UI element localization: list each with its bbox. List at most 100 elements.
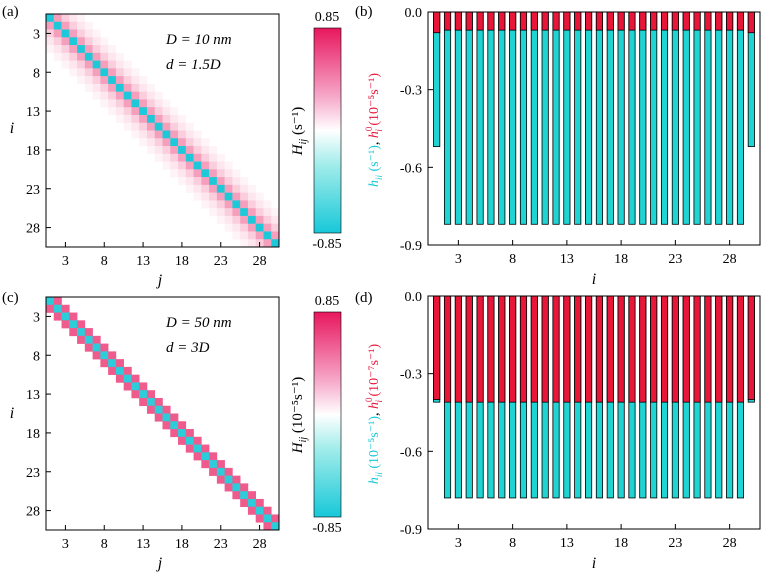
bar-chart-b-bar-hi0-23 xyxy=(671,11,679,31)
bar-chart-d-xtick-label-28: 28 xyxy=(723,536,737,551)
heatmap-a-cell-10-8 xyxy=(100,83,109,92)
heatmap-c-cell-27-27 xyxy=(247,498,256,507)
heatmap-c-xlabel: j xyxy=(156,555,163,572)
heatmap-c-cell-24-23 xyxy=(216,475,225,484)
heatmap-a-cell-23-20 xyxy=(193,184,202,193)
bar-chart-b-bar-hi0-10 xyxy=(530,11,538,31)
bar-chart-b-bar-hii-8 xyxy=(509,11,517,225)
heatmap-a-cell-10-6 xyxy=(84,83,93,92)
bar-chart-b-bar-hii-6 xyxy=(487,11,495,225)
bar-chart-b-bar-hi0-18 xyxy=(617,11,625,31)
bar-chart-b-ytick-label-3: -0.9 xyxy=(400,239,422,254)
heatmap-a-cell-19-19 xyxy=(185,153,194,162)
heatmap-a-cell-25-28 xyxy=(255,200,264,209)
heatmap-a-cell-26-22 xyxy=(209,208,218,217)
heatmap-c-cell-9-10 xyxy=(115,359,124,368)
heatmap-a-cell-3-5 xyxy=(77,29,86,38)
bar-chart-b-bar-hi0-25 xyxy=(693,11,701,31)
heatmap-a-cell-23-24 xyxy=(224,184,233,193)
heatmap-c-cell-8-9 xyxy=(108,351,117,360)
heatmap-a-cell-21-21 xyxy=(201,169,210,178)
heatmap-a-cell-15-19 xyxy=(185,122,194,131)
heatmap-c-cell-12-12 xyxy=(131,382,140,391)
colorbar-a: 0.85 -0.85 Hij (s⁻¹) xyxy=(290,10,342,252)
bar-chart-b-bar-hi0-21 xyxy=(650,11,658,31)
heatmap-a-cell-7-5 xyxy=(77,60,86,69)
bar-chart-b-bar-hii-22 xyxy=(660,11,669,225)
bar-chart-b-bar-hi0-17 xyxy=(606,11,614,31)
heatmap-a-cell-28-28 xyxy=(255,223,264,232)
heatmap-a-cell-11-9 xyxy=(108,91,117,100)
heatmap-a-cell-17-21 xyxy=(201,138,210,147)
bar-chart-d-bar-hi0-7 xyxy=(498,295,506,403)
heatmap-a-cell-22-20 xyxy=(193,177,202,186)
heatmap-a-cell-10-13 xyxy=(139,83,148,92)
colorbar-c-max: 0.85 xyxy=(315,294,340,309)
heatmap-c-cell-18-18 xyxy=(178,429,187,438)
bar-chart-b-bar-hi0-12 xyxy=(552,11,560,31)
heatmap-c-cell-22-21 xyxy=(201,460,210,469)
bar-chart-d-ticks: 3 8 13 18 23 28 0.0 -0.3 -0.6 -0.9 xyxy=(400,290,737,551)
heatmap-a-cell-17-18 xyxy=(178,138,187,147)
heatmap-c-cell-16-15 xyxy=(154,413,163,422)
heatmap-c-cell-7-8 xyxy=(100,343,109,352)
bar-chart-d-ylabel-red-main: h xyxy=(367,402,382,409)
heatmap-a-cell-30-30 xyxy=(271,239,280,248)
bar-chart-b-ylabel-red-sub: i xyxy=(374,129,384,132)
heatmap-c-cell-2-1 xyxy=(46,304,55,313)
heatmap-a-cell-14-18 xyxy=(178,114,187,124)
bar-chart-b-bar-hi0-14 xyxy=(574,11,582,31)
heatmap-a-cell-12-13 xyxy=(139,99,148,108)
heatmap-a-cell-27-29 xyxy=(263,215,272,224)
bar-chart-d-xtick-label-8: 8 xyxy=(509,536,516,551)
bar-chart-d-bar-hi0-8 xyxy=(509,295,517,403)
heatmap-a-cell-28-29 xyxy=(263,223,272,232)
heatmap-c-cell-25-24 xyxy=(224,483,233,492)
heatmap-a-cell-6-4 xyxy=(69,52,78,61)
heatmap-c-cell-26-25 xyxy=(232,491,241,500)
heatmap-a-cell-9-5 xyxy=(77,76,86,85)
bar-chart-d-ylabel: hii (10⁻⁵s⁻¹), h0i (10⁻⁷s⁻¹) xyxy=(364,344,384,485)
heatmap-a-cell-7-8 xyxy=(100,60,109,69)
panel-label-d: (d) xyxy=(355,290,373,306)
heatmap-a-xtick-label-28: 28 xyxy=(253,254,267,269)
heatmap-a-cell-13-11 xyxy=(123,107,132,116)
heatmap-c-cell-3-3 xyxy=(61,312,70,321)
bar-chart-b-bar-hii-16 xyxy=(595,11,603,225)
heatmap-c-cell-7-7 xyxy=(92,343,101,352)
heatmap-a-cell-13-15 xyxy=(154,107,163,116)
heatmap-c-cell-24-25 xyxy=(232,475,241,484)
heatmap-a-cell-9-13 xyxy=(139,76,148,85)
heatmap-a-cell-19-21 xyxy=(201,153,210,162)
heatmap-a-cell-25-29 xyxy=(263,200,272,209)
bar-chart-d-bar-hi0-1 xyxy=(433,295,441,400)
colorbar-a-label-unit: (s⁻¹) xyxy=(290,107,306,139)
heatmap-a-cell-23-25 xyxy=(232,184,241,193)
heatmap-a-cell-22-21 xyxy=(201,177,210,186)
heatmap-a-cell-7-3 xyxy=(61,60,70,69)
heatmap-a-xlabel: j xyxy=(156,272,163,289)
heatmap-c-cell-23-23 xyxy=(216,467,225,476)
heatmap-a-annotation-1: D = 10 nm xyxy=(165,32,232,48)
bar-chart-d-xtick-label-13: 13 xyxy=(560,536,574,551)
bar-chart-d-xtick-label-18: 18 xyxy=(614,536,628,551)
bar-chart-b-bar-hi0-26 xyxy=(704,11,712,31)
bar-chart-b-bar-hii-4 xyxy=(465,11,473,225)
heatmap-a-cell-18-15 xyxy=(154,146,163,155)
bar-chart-b-bar-hi0-11 xyxy=(541,11,549,31)
bar-chart-b-bar-hii-19 xyxy=(628,11,636,225)
heatmap-a-cell-19-15 xyxy=(154,153,163,162)
heatmap-c-cell-18-19 xyxy=(185,429,194,438)
heatmap-a-cell-16-15 xyxy=(154,130,163,139)
bar-chart-b-bar-hii-27 xyxy=(715,11,723,225)
heatmap-a-cell-26-23 xyxy=(216,208,225,217)
heatmap-a-cell-24-20 xyxy=(193,192,202,201)
heatmap-a-cell-18-18 xyxy=(178,146,187,155)
heatmap-a-cell-27-28 xyxy=(255,215,264,224)
heatmap-a-cell-30-26 xyxy=(240,239,249,248)
heatmap-a-cell-12-15 xyxy=(154,99,163,108)
heatmap-c-annotation-1: D = 50 nm xyxy=(165,315,232,331)
heatmap-a-cell-29-26 xyxy=(240,231,249,240)
heatmap-c-cell-6-7 xyxy=(92,335,101,344)
